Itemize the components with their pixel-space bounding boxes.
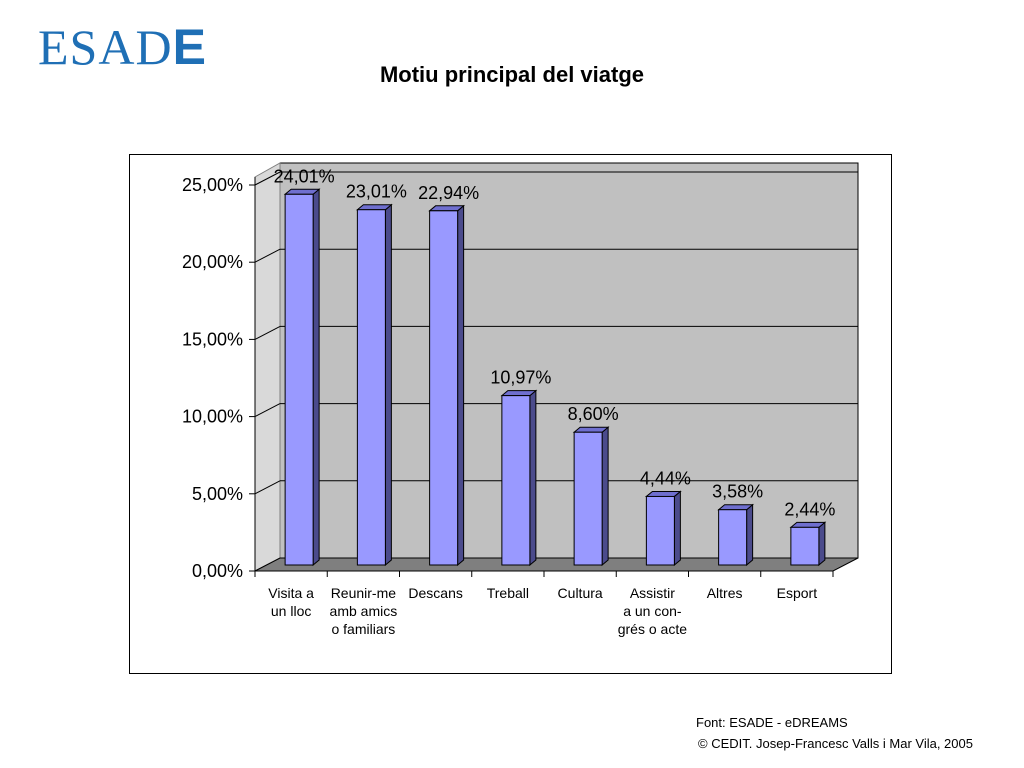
bar-side (384, 203, 392, 567)
data-label: 8,60% (568, 404, 619, 424)
chart-floor (254, 557, 859, 572)
data-label: 2,44% (784, 499, 835, 519)
data-label: 24,01% (274, 166, 335, 186)
y-tick-label: 10,00% (182, 407, 243, 427)
bar-front (573, 431, 603, 566)
y-tick-label: 20,00% (182, 252, 243, 272)
x-tick-label: Treball (487, 585, 529, 601)
gridline-side (254, 325, 281, 340)
chart-side-wall (254, 162, 281, 572)
bar-front (501, 395, 531, 566)
bar (644, 490, 682, 567)
bar-front (284, 193, 314, 566)
footer-source: Font: ESADE - eDREAMS (696, 715, 848, 730)
gridline-side (254, 480, 281, 495)
gridline-side (254, 403, 281, 418)
bar (572, 426, 610, 567)
bar (717, 503, 755, 567)
bar-top (283, 188, 321, 195)
y-tick-label: 15,00% (182, 329, 243, 349)
x-tick-label-line: grés o acte (618, 621, 687, 637)
bar (355, 203, 393, 567)
x-tick-label-line: Treball (487, 585, 529, 601)
logo-text-last: E (172, 19, 207, 75)
bar (283, 188, 321, 567)
bar-top (717, 504, 755, 511)
bar-top (644, 490, 682, 497)
y-tick-label: 0,00% (192, 561, 243, 581)
x-tick-label-line: Cultura (558, 585, 603, 601)
bar (500, 389, 538, 567)
x-tick-label-line: Descans (408, 585, 462, 601)
x-tick-label-line: o familiars (331, 621, 395, 637)
bar-front (645, 495, 675, 566)
chart-frame: 0,00% 5,00% 10,00% 15,00% 20,00% 25,00% 24,01%… (129, 154, 892, 674)
data-label: 23,01% (346, 182, 407, 202)
bar-front (790, 526, 820, 566)
x-tick-label-line: Visita a (268, 585, 314, 601)
esade-logo: ESADE (38, 22, 207, 72)
bar-side (529, 389, 537, 567)
x-tick-label: Cultura (558, 585, 603, 601)
bar-front (718, 509, 748, 566)
x-tick-label-line: Esport (777, 585, 818, 601)
x-tick-label: Descans (408, 585, 462, 601)
gridline-side (254, 248, 281, 263)
bar-top (428, 205, 466, 212)
bar-side (746, 503, 754, 567)
bar-top (789, 521, 827, 528)
bar-top (500, 390, 538, 397)
bar (428, 204, 466, 567)
footer-copyright: © CEDIT. Josep-Francesc Valls i Mar Vila… (698, 736, 973, 751)
data-label: 4,44% (640, 468, 691, 488)
bar-top (355, 204, 393, 211)
gridline-side (254, 171, 281, 186)
bar-side (673, 490, 681, 567)
x-tick-label-line: Altres (707, 585, 743, 601)
data-label: 22,94% (418, 183, 479, 203)
x-tick-label: Assistir a un con-grés o acte (618, 585, 687, 637)
logo-text-main: ESAD (38, 19, 173, 75)
x-tick-label: Visita a un lloc (268, 585, 314, 619)
bar-top (572, 426, 610, 433)
y-tick-label: 5,00% (192, 484, 243, 504)
y-tick-label: 25,00% (182, 175, 243, 195)
x-tick-label-line: amb amics (330, 603, 398, 619)
bar-front (429, 210, 459, 566)
data-label: 10,97% (490, 368, 551, 388)
x-tick-label-line: Assistir (630, 585, 675, 601)
x-tick-label: Esport (777, 585, 818, 601)
x-tick-label-line: un lloc (271, 603, 311, 619)
bar (789, 521, 827, 567)
x-tick-label-line: Reunir-me (331, 585, 397, 601)
x-tick-label: Altres (707, 585, 743, 601)
x-tick-label: Reunir-me amb amics o familiars (330, 585, 398, 637)
bar-side (601, 426, 609, 567)
data-label: 3,58% (712, 482, 763, 502)
page-title: Motiu principal del viatge (379, 62, 645, 87)
bar-side (818, 521, 826, 567)
x-tick-label-line: a un con- (623, 603, 682, 619)
bar-chart: 0,00% 5,00% 10,00% 15,00% 20,00% 25,00% 24,01%… (182, 162, 859, 637)
bar-side (312, 188, 320, 567)
bar-front (356, 209, 386, 566)
bar-side (457, 204, 465, 567)
